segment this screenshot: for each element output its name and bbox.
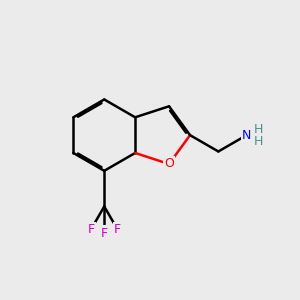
Text: N: N (242, 129, 251, 142)
Text: H: H (254, 135, 263, 148)
Text: F: F (87, 223, 94, 236)
Text: O: O (164, 158, 174, 170)
Text: H: H (254, 123, 263, 136)
Text: F: F (114, 223, 121, 236)
Text: F: F (101, 227, 108, 240)
